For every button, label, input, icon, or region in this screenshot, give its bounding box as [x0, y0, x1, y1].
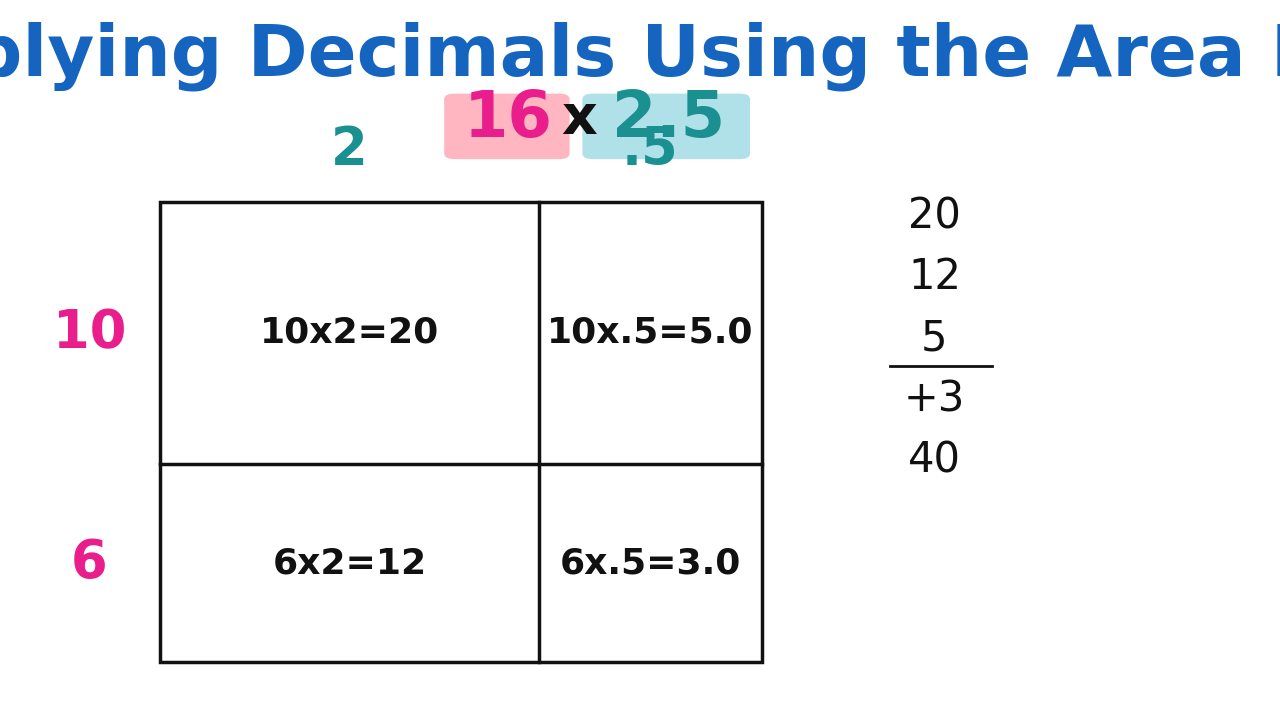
Text: 10: 10	[52, 307, 127, 359]
Text: 20: 20	[908, 195, 961, 237]
Text: x: x	[561, 92, 596, 145]
Text: 5: 5	[922, 318, 947, 359]
Text: 6: 6	[72, 537, 108, 590]
Text: 12: 12	[908, 256, 961, 298]
FancyBboxPatch shape	[582, 94, 750, 159]
Text: 2.5: 2.5	[612, 88, 724, 150]
Text: 6x.5=3.0: 6x.5=3.0	[559, 546, 741, 580]
Text: 16: 16	[463, 88, 553, 150]
Bar	[160, 202, 762, 662]
Text: 10x.5=5.0: 10x.5=5.0	[547, 316, 754, 350]
Text: .5: .5	[622, 125, 678, 176]
Text: 40: 40	[908, 440, 961, 482]
Text: +3: +3	[904, 379, 965, 420]
Text: Multiplying Decimals Using the Area Model: Multiplying Decimals Using the Area Mode…	[0, 22, 1280, 91]
Text: 6x2=12: 6x2=12	[273, 546, 426, 580]
Text: 10x2=20: 10x2=20	[260, 316, 439, 350]
Text: 2: 2	[332, 125, 367, 176]
Bar	[160, 202, 762, 662]
FancyBboxPatch shape	[444, 94, 570, 159]
